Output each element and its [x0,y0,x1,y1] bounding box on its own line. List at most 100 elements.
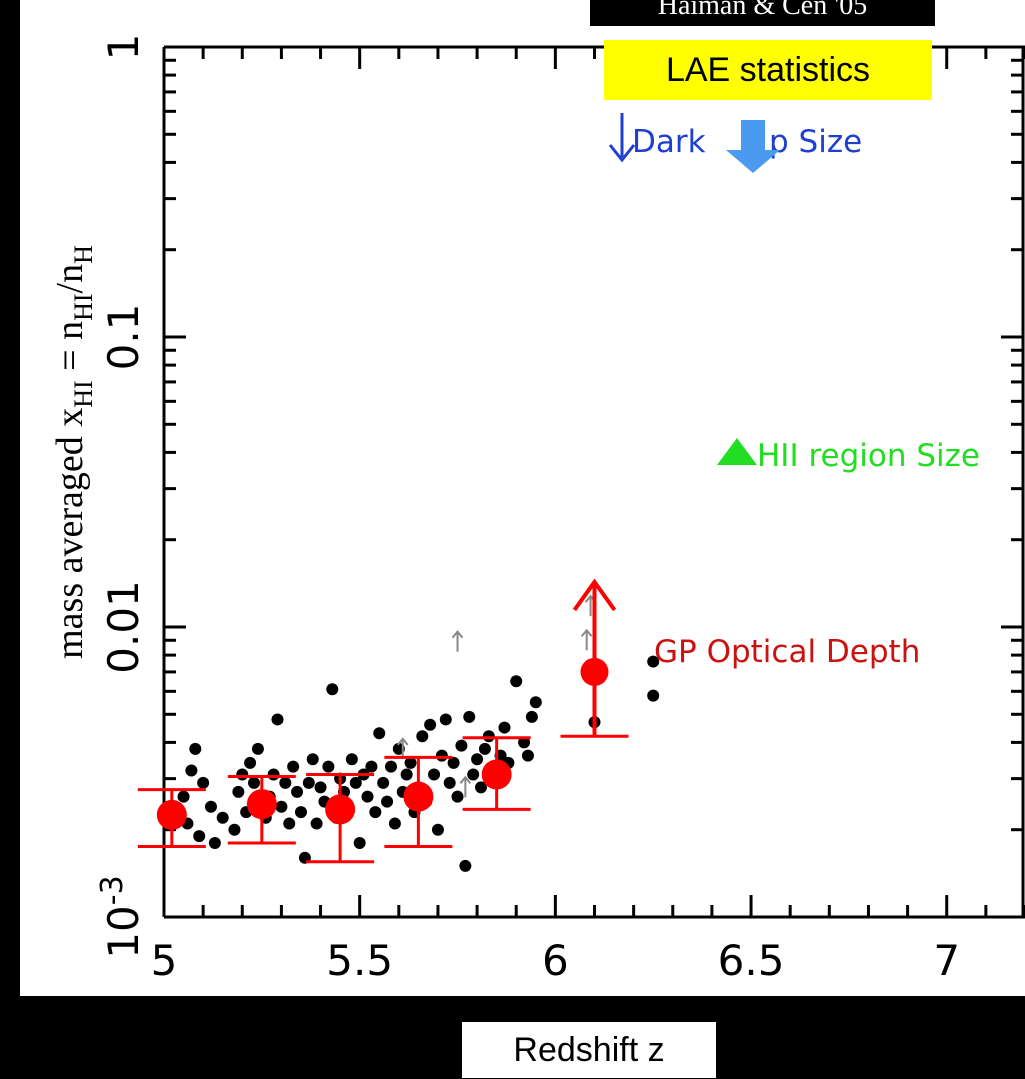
data-point [271,713,284,726]
bin-mean-marker [246,789,277,820]
dark-gap-label-tail: p Size [769,124,862,160]
y-axis-label: mass averaged xHI = nHI/nH [49,245,98,659]
bin-mean-marker [481,759,512,790]
bin-mean-marker [403,781,434,812]
bin-mean [137,788,206,849]
y-tick-label: 0.01 [99,580,148,674]
bin-mean-marker [156,799,187,830]
data-point [322,760,335,773]
data-point [275,800,288,813]
data-point [248,776,261,789]
data-point [228,823,241,836]
data-point [251,742,264,755]
dark-gap-annotation: Dark p Size [608,113,862,163]
data-point [232,785,245,798]
y-tick-label: 0.1 [99,304,148,371]
data-point [529,696,542,709]
limit-arrow-small [459,775,472,798]
data-point [189,742,202,755]
hii-annotation: HII region Size [717,438,980,474]
data-point [510,675,523,688]
data-point [400,768,413,781]
data-point [177,790,190,803]
lower-limit-marker [580,657,609,686]
data-point [404,756,417,769]
limit-arrow-head [580,628,593,637]
dark-gap-arrow-head [608,144,636,163]
data-point [353,836,366,849]
x-tick-label: 5 [151,936,178,985]
data-point [647,689,660,702]
data-point [349,776,362,789]
data-point [287,760,300,773]
data-point [236,768,249,781]
dark-gap-label: Dark [632,124,706,160]
data-point [482,730,495,743]
hii-label: HII region Size [757,438,980,474]
y-axis-label-part: H [69,245,98,264]
data-point [498,721,511,734]
data-point [518,736,531,749]
data-point [208,836,221,849]
x-tick-label: 6.5 [718,936,785,985]
data-point [478,742,491,755]
data-point [424,718,437,731]
y-tick-label: 10-3 [95,875,148,958]
plot-panel: 5 5.5 6 6.5 7 1 0.1 0.01 10-3 mass averaged xHI … [20,0,1025,996]
data-point [267,768,280,781]
data-point [197,776,210,789]
data-point [447,756,460,769]
lae-statistics-label: LAE statistics [604,40,932,100]
data-point [365,760,378,773]
y-axis-label-part: /n [49,264,91,294]
bin-mean [462,736,531,811]
limit-arrow-small [580,628,593,651]
credit-text: Haiman & Cen '05 [590,0,935,26]
data-point [459,859,472,872]
data-point [361,790,374,803]
hii-triangle-icon [717,438,757,465]
y-tick-label-base: 10 [99,905,148,958]
y-axis-label-part: mass averaged x [49,408,91,659]
data-point [451,790,464,803]
bin-mean [306,773,375,864]
x-axis-label: Redshift z [462,1022,716,1078]
data-point [310,817,323,830]
data-point [647,655,660,668]
data-point [185,764,198,777]
data-point [244,756,257,769]
data-point [283,817,296,830]
x-tick-label: 7 [933,936,960,985]
callout-down-arrow-icon [726,120,780,173]
data-point [326,683,339,696]
data-point [216,811,229,824]
data-point [428,768,441,781]
data-point [388,817,401,830]
data-point [377,776,390,789]
data-point [291,785,304,798]
data-point [525,710,538,723]
data-point [431,823,444,836]
y-axis-label-part: HI [69,293,98,320]
data-point [345,753,358,766]
lower-limit [560,578,629,738]
data-point [306,753,319,766]
data-point [463,710,476,723]
bin-mean [227,775,296,845]
limit-arrow-small [396,737,409,759]
x-tick-label: 5.5 [326,936,393,985]
lower-limit-arrowhead [572,578,617,612]
y-tick-label-exp: -3 [95,875,130,905]
x-tick-label: 6 [542,936,569,985]
data-point [314,781,327,794]
limit-arrow-small [451,630,464,652]
y-axis-label-part: = n [49,321,91,380]
data-point [384,760,397,773]
data-point [204,800,217,813]
data-point [435,749,448,762]
gp-optical-depth-label: GP Optical Depth [654,634,920,670]
limit-arrow-head [451,630,464,639]
data-point [467,768,480,781]
limit-arrow-head [459,775,472,784]
